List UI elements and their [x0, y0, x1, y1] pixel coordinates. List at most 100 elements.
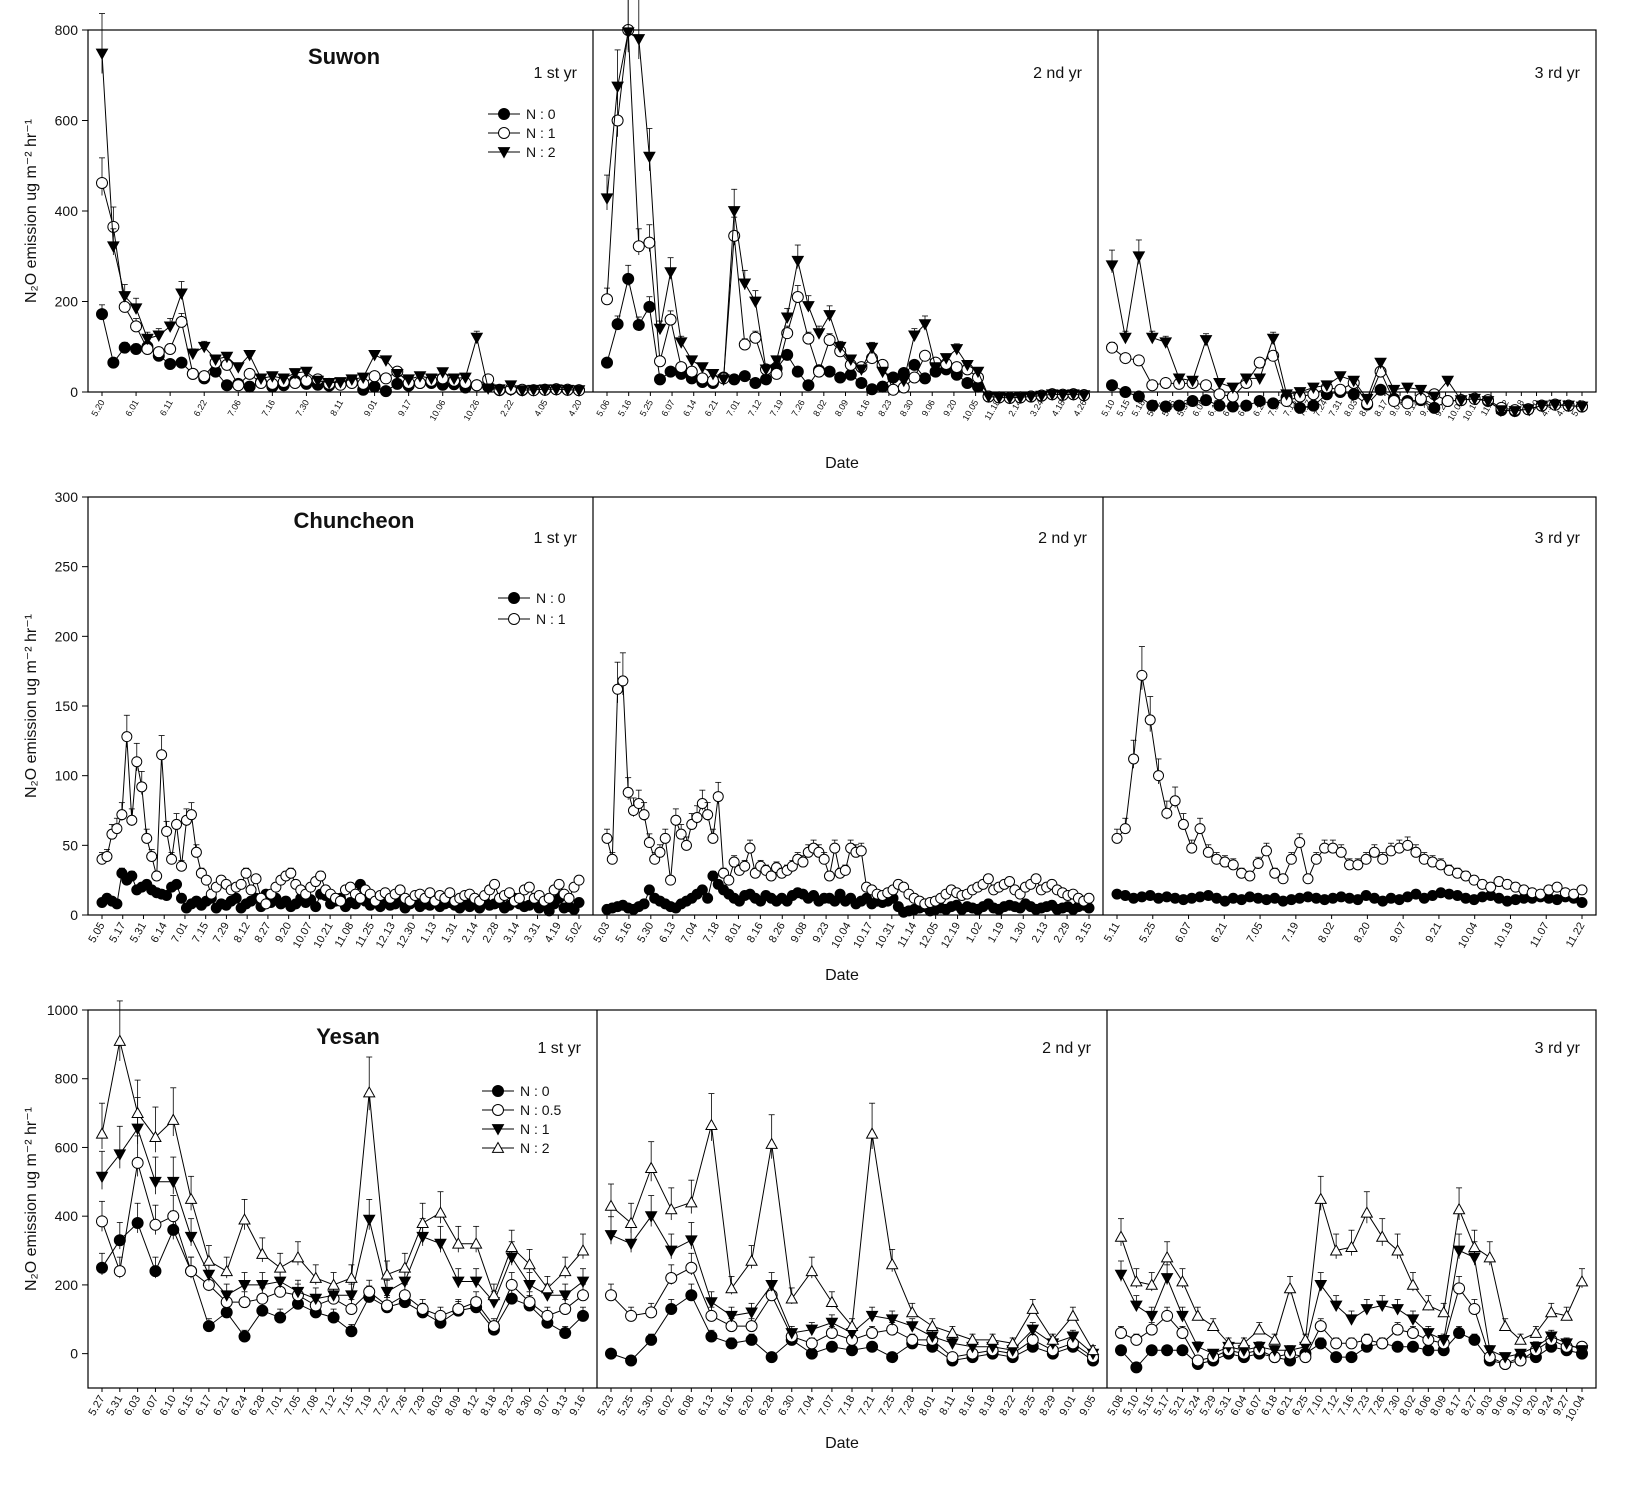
data-point: [727, 206, 741, 218]
data-point: [309, 1293, 323, 1306]
data-point: [243, 349, 256, 362]
x-tick-label: 9.21: [1423, 921, 1444, 946]
data-point: [1330, 1337, 1343, 1350]
data-point: [96, 308, 108, 321]
data-point: [335, 895, 346, 907]
data-point: [633, 798, 645, 810]
data-point: [166, 1176, 180, 1189]
x-tick-label: 8.23: [876, 398, 893, 418]
site-title: Chuncheon: [294, 508, 415, 533]
data-point: [1314, 1320, 1327, 1333]
x-tick-label: 7.12: [746, 398, 763, 418]
data-point: [1176, 1274, 1189, 1287]
data-point: [1535, 400, 1549, 413]
data-point: [487, 1320, 500, 1333]
data-point: [141, 333, 154, 346]
data-point: [559, 1302, 572, 1315]
data-point: [925, 1331, 939, 1343]
y-axis-label: N₂O emission ug m⁻² hr⁻¹: [23, 1107, 40, 1291]
data-point: [982, 873, 994, 885]
data-point: [362, 1085, 376, 1098]
data-point: [1387, 384, 1401, 397]
x-tick-label: 12.30: [395, 921, 419, 951]
x-tick-label: 8.09: [443, 1394, 464, 1419]
data-point: [705, 1330, 718, 1343]
data-point: [1481, 396, 1495, 408]
data-point: [1375, 1300, 1389, 1313]
data-point: [605, 1347, 617, 1360]
x-tick-label: 11.14: [896, 921, 920, 950]
data-point: [705, 1118, 718, 1131]
data-point: [1452, 1245, 1466, 1258]
data-point: [149, 1218, 162, 1231]
data-point: [1485, 881, 1497, 893]
data-point: [116, 809, 128, 821]
data-point: [765, 870, 777, 882]
data-point: [175, 288, 188, 300]
data-point: [379, 372, 392, 385]
data-point: [487, 1288, 501, 1301]
data-point: [643, 837, 655, 849]
data-point: [129, 303, 143, 315]
data-point: [541, 1309, 554, 1322]
data-point: [273, 1261, 287, 1273]
x-tick-label: 9.01: [362, 398, 379, 418]
data-point: [1521, 404, 1535, 416]
data-point: [390, 369, 404, 381]
data-point: [152, 330, 166, 342]
data-point: [605, 1289, 617, 1302]
data-point: [1172, 373, 1186, 385]
data-point: [1268, 1345, 1282, 1357]
data-point: [149, 1130, 162, 1143]
data-point: [908, 371, 921, 384]
series-line: [101, 1222, 584, 1338]
data-point: [992, 392, 1006, 404]
data-point: [240, 867, 252, 879]
data-point: [1453, 1327, 1466, 1340]
x-tick-label: 10.06: [428, 398, 448, 423]
data-point: [654, 846, 666, 858]
legend: N : 0 N : 1 N : 2: [488, 106, 556, 160]
data-point: [654, 355, 666, 368]
year-panel: 2 nd yr 5.03 5.16 5.30 6.13 7.04 7.18 8.01 8.16 8…: [591, 530, 1094, 950]
x-tick-label: 7.08: [300, 1394, 321, 1419]
x-tick-label: 9.08: [789, 921, 810, 946]
x-tick-label: 9.16: [567, 1394, 588, 1419]
data-point: [611, 81, 624, 94]
y-tick-label: 1000: [47, 1002, 78, 1018]
x-tick-label: 9.17: [396, 398, 413, 418]
data-point: [813, 365, 825, 378]
data-point: [866, 1340, 879, 1353]
data-point: [379, 385, 392, 398]
data-point: [1114, 1269, 1128, 1282]
data-point: [254, 373, 268, 385]
data-point: [876, 366, 889, 379]
data-point: [846, 1344, 858, 1357]
y-tick-label: 100: [55, 768, 79, 784]
data-point: [1191, 1354, 1204, 1367]
data-point: [702, 809, 714, 821]
data-point: [765, 1137, 779, 1149]
data-point: [1252, 1323, 1266, 1335]
x-tick-label: 2.14: [460, 921, 481, 946]
data-point: [381, 1299, 394, 1312]
panel-suwon: 0 200 400 600 800 N₂O emission ug m⁻² hr⁻¹ Dat…: [23, 0, 1597, 472]
y-axis-label: N₂O emission ug m⁻² hr⁻¹: [23, 119, 40, 303]
x-tick-label: 6.17: [193, 1394, 214, 1419]
x-tick-label: 10.05: [960, 398, 980, 423]
data-point: [167, 1210, 180, 1223]
x-tick-label: 9.01: [1057, 1394, 1078, 1419]
data-point: [886, 1351, 899, 1364]
data-point: [1177, 818, 1189, 830]
data-point: [1376, 1337, 1389, 1350]
data-point: [434, 1238, 447, 1251]
x-tick-label: 7.19: [768, 398, 785, 418]
data-point: [577, 1289, 589, 1302]
data-point: [489, 878, 501, 890]
data-point: [1329, 1244, 1343, 1256]
data-point: [1294, 837, 1306, 849]
data-point: [121, 731, 133, 743]
data-point: [601, 293, 613, 306]
data-point: [503, 887, 515, 899]
data-point: [161, 889, 173, 901]
